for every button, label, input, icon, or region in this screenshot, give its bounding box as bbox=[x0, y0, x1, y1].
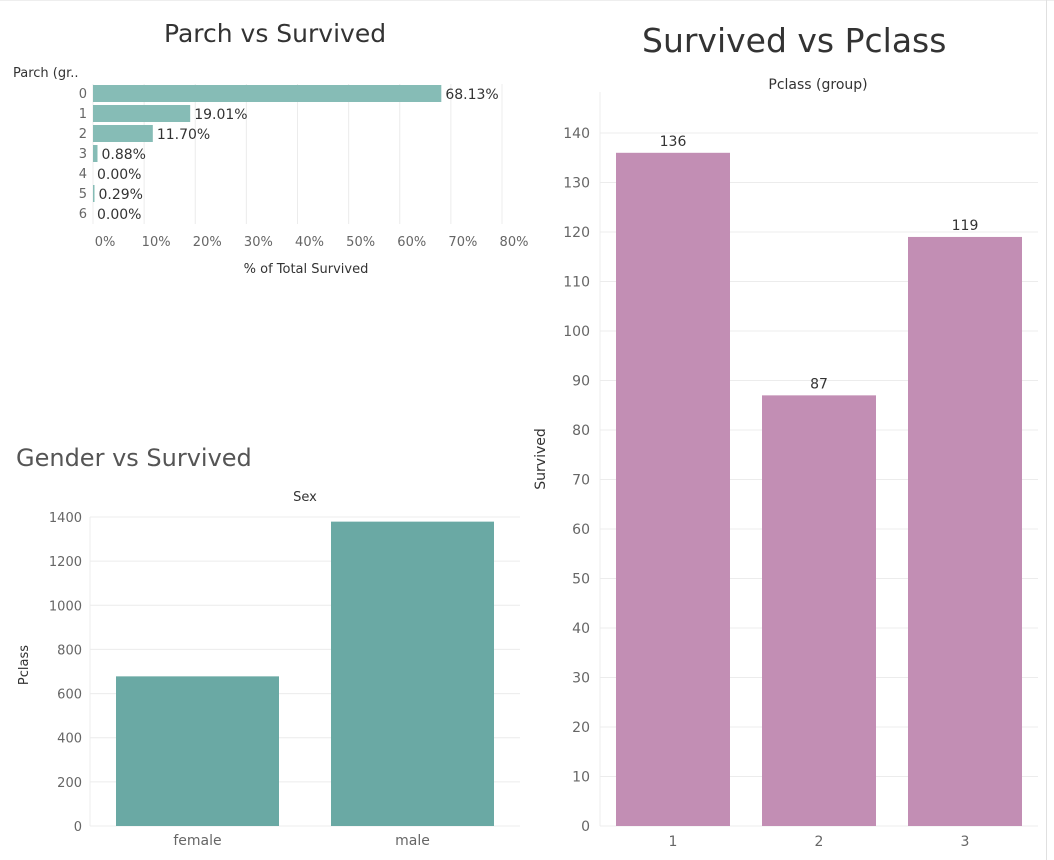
pclass-bar bbox=[762, 395, 876, 826]
parch-bar bbox=[93, 105, 191, 122]
parch-x-tick-label: 0% bbox=[95, 235, 116, 250]
pclass-y-tick-label: 110 bbox=[563, 275, 590, 291]
parch-data-label: 11.70% bbox=[157, 127, 210, 143]
gender-y-tick-label: 1000 bbox=[49, 599, 82, 614]
parch-data-label: 0.00% bbox=[97, 207, 141, 223]
gender-bar bbox=[116, 676, 279, 826]
pclass-y-tick-label: 50 bbox=[572, 572, 590, 588]
parch-category-label: 5 bbox=[79, 187, 87, 202]
parch-data-label: 0.00% bbox=[97, 167, 141, 183]
parch-data-label: 0.88% bbox=[101, 147, 145, 163]
pclass-chart: Pclass (group) Survived 0 10 20 30 40 50 60 70 8… bbox=[533, 77, 1038, 850]
gender-bar bbox=[331, 521, 494, 826]
pclass-data-label: 119 bbox=[952, 218, 979, 234]
pclass-panel: Survived vs Pclass bbox=[530, 0, 1046, 860]
gender-y-tick-label: 600 bbox=[57, 688, 82, 703]
gender-y-tick-label: 1400 bbox=[49, 511, 82, 526]
pclass-x-tick-label: 1 bbox=[669, 834, 678, 850]
parch-x-tick-label: 70% bbox=[448, 235, 477, 250]
parch-bar bbox=[93, 125, 153, 142]
gender-y-tick-label: 800 bbox=[57, 643, 82, 658]
gender-x-tick-label: male bbox=[395, 833, 430, 849]
pclass-y-tick-label: 140 bbox=[563, 126, 590, 142]
pclass-x-tick-label: 2 bbox=[815, 834, 824, 850]
parch-category-label: 4 bbox=[79, 167, 87, 182]
pclass-y-tick-label: 70 bbox=[572, 473, 590, 489]
parch-x-tick-label: 80% bbox=[500, 235, 529, 250]
pclass-column-header: Pclass (group) bbox=[768, 77, 867, 93]
gender-chart: Sex Pclass 0 200 400 600 800 1000 1200 1400 fem… bbox=[17, 490, 520, 849]
parch-category-label: 6 bbox=[79, 207, 87, 222]
dashboard-right-border bbox=[1046, 0, 1047, 860]
parch-category-label: 1 bbox=[79, 107, 87, 122]
parch-panel: Parch vs Survived Parch (gr.. 0 68.13% 1 19… bbox=[0, 0, 530, 290]
pclass-y-tick-label: 90 bbox=[572, 374, 590, 390]
pclass-y-ticks: 0 10 20 30 40 50 60 70 80 90 100 110 120 130 140 bbox=[563, 126, 590, 835]
gender-y-tick-label: 1200 bbox=[49, 555, 82, 570]
gender-bars bbox=[116, 521, 494, 826]
parch-chart: Parch (gr.. 0 68.13% 1 19.01% 2 11.70% 3 0.88% 4… bbox=[13, 66, 529, 277]
pclass-y-tick-label: 10 bbox=[572, 770, 590, 786]
pclass-y-tick-label: 30 bbox=[572, 671, 590, 687]
parch-data-label: 19.01% bbox=[194, 107, 247, 123]
pclass-x-tick-label: 3 bbox=[961, 834, 970, 850]
pclass-x-ticks: 1 2 3 bbox=[669, 834, 970, 850]
pclass-y-tick-label: 0 bbox=[581, 819, 590, 835]
pclass-y-tick-label: 100 bbox=[563, 324, 590, 340]
parch-bars: 0 68.13% 1 19.01% 2 11.70% 3 0.88% 4 0.00% 5 0.29% 6… bbox=[79, 85, 499, 223]
pclass-chart-title: Survived vs Pclass bbox=[642, 21, 947, 60]
pclass-y-tick-label: 130 bbox=[563, 176, 590, 192]
pclass-y-tick-label: 40 bbox=[572, 621, 590, 637]
gender-x-ticks: female male bbox=[173, 833, 430, 849]
gender-y-tick-label: 400 bbox=[57, 732, 82, 747]
pclass-y-tick-label: 120 bbox=[563, 225, 590, 241]
gender-column-header: Sex bbox=[293, 490, 317, 505]
parch-bar bbox=[93, 145, 98, 162]
parch-category-label: 0 bbox=[79, 87, 87, 102]
pclass-bars bbox=[616, 152, 1022, 827]
pclass-y-tick-label: 20 bbox=[572, 720, 590, 736]
parch-x-tick-label: 10% bbox=[142, 235, 171, 250]
parch-chart-title: Parch vs Survived bbox=[164, 19, 387, 48]
parch-category-header: Parch (gr.. bbox=[13, 66, 79, 81]
parch-category-label: 3 bbox=[79, 147, 87, 162]
parch-x-tick-label: 60% bbox=[397, 235, 426, 250]
pclass-bar bbox=[616, 152, 730, 827]
parch-x-tick-label: 40% bbox=[295, 235, 324, 250]
pclass-data-label: 136 bbox=[660, 134, 687, 150]
gender-x-tick-label: female bbox=[173, 833, 221, 849]
gender-y-ticks: 0 200 400 600 800 1000 1200 1400 bbox=[49, 511, 82, 835]
parch-x-tick-label: 30% bbox=[244, 235, 273, 250]
gender-y-tick-label: 0 bbox=[74, 820, 82, 835]
parch-category-label: 2 bbox=[79, 127, 87, 142]
dashboard-top-border bbox=[0, 0, 1054, 1]
pclass-data-labels: 136 87 119 bbox=[660, 134, 979, 393]
pclass-y-tick-label: 80 bbox=[572, 423, 590, 439]
pclass-data-label: 87 bbox=[810, 376, 828, 392]
parch-data-label: 68.13% bbox=[445, 87, 498, 103]
parch-x-tick-label: 50% bbox=[346, 235, 375, 250]
pclass-bar bbox=[908, 236, 1022, 826]
gender-chart-title: Gender vs Survived bbox=[16, 444, 252, 472]
gender-y-tick-label: 200 bbox=[57, 776, 82, 791]
gender-panel: Gender vs Survived bbox=[0, 430, 530, 860]
parch-x-tick-label: 20% bbox=[193, 235, 222, 250]
gender-y-axis-label: Pclass bbox=[17, 645, 32, 685]
pclass-y-tick-label: 60 bbox=[572, 522, 590, 538]
pclass-y-axis-label: Survived bbox=[533, 428, 549, 489]
parch-x-ticks: 0% 10% 20% 30% 40% 50% 60% 70% 80% bbox=[95, 235, 529, 250]
parch-bar bbox=[93, 85, 442, 102]
parch-x-axis-label: % of Total Survived bbox=[244, 262, 369, 277]
parch-data-label: 0.29% bbox=[99, 187, 143, 203]
parch-bar bbox=[93, 185, 95, 202]
